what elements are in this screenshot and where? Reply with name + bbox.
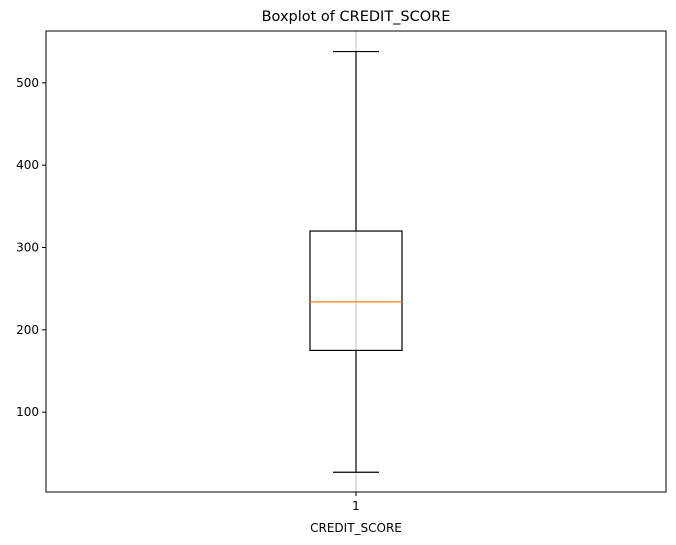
y-tick-label: 500 (16, 76, 39, 90)
y-axis: 100 200 300 400 500 (16, 76, 46, 419)
x-axis: 1 (352, 492, 360, 513)
y-tick-label: 200 (16, 323, 39, 337)
y-tick-label: 300 (16, 241, 39, 255)
y-tick-label: 100 (16, 405, 39, 419)
x-axis-label: CREDIT_SCORE (310, 521, 402, 535)
interquartile-box (309, 230, 403, 352)
chart-title: Boxplot of CREDIT_SCORE (262, 9, 451, 25)
y-tick-label: 400 (16, 158, 39, 172)
box-layer (309, 50, 403, 473)
x-tick-label: 1 (352, 499, 360, 513)
